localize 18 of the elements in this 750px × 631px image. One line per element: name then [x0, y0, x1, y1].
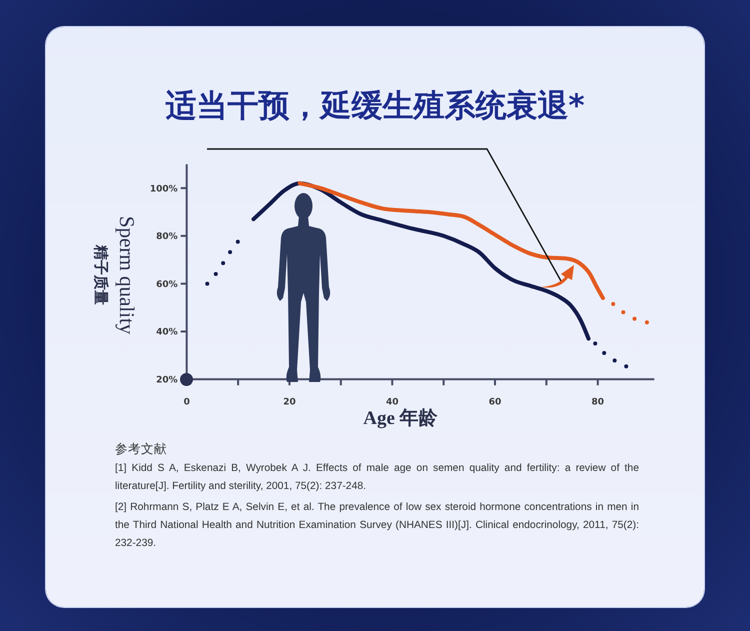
text: [1] Kidd S A, Eskenazi B, Wyrobek A J. Effects of male age on semen quality and fertility: a review of the literature[J]. Fertility and sterility, 2001, 75(2): 237-248. [115, 462, 639, 494]
x-tick-label: 40 [386, 398, 399, 408]
y-tick-label: 100% [150, 184, 178, 194]
text: [2] Rohrmann S, Platz E A, Selvin E, et al. The prevalence of low sex steroid hormone concentrations in men in the Third National Health and Nutrition Examination Survey (NHANES III)[J]. Clinical endocrinology, 2011, 75(2): 232-239. [115, 501, 639, 551]
x-axis-title: Age 年龄 [363, 408, 438, 429]
line-series [252, 181, 591, 341]
x-tick-label: 20 [283, 398, 296, 408]
y-tick-label: 60% [156, 280, 178, 290]
x-tick-label: 0 [184, 398, 190, 408]
y-axis-title: Sperm quality 精子质量 [92, 216, 139, 334]
chart-title: 适当干预，延缓生殖系统衰退* [164, 87, 586, 126]
line-series [298, 181, 605, 300]
y-tick-label: 80% [156, 232, 178, 242]
x-tick-label: 80 [592, 398, 604, 408]
y-tick-label: 40% [156, 328, 178, 338]
text: 参考文献 [115, 441, 168, 458]
y-tick-label: 20% [156, 375, 178, 386]
x-tick-label: 60 [488, 398, 502, 408]
